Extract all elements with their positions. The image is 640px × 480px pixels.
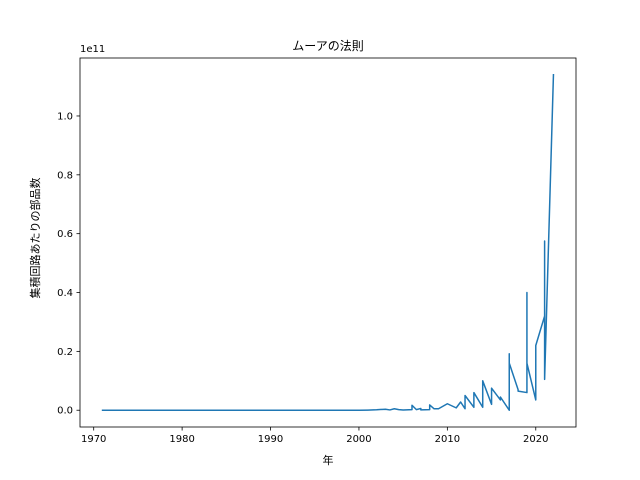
y-offset-label: 1e11 xyxy=(80,44,105,55)
x-tick-label-2010: 2010 xyxy=(435,434,460,445)
axes-frame xyxy=(79,57,577,428)
y-tick-label-0: 0.0 xyxy=(57,406,73,417)
x-tick-label-1990: 1990 xyxy=(258,434,283,445)
y-tick-label-2: 0.4 xyxy=(57,288,73,299)
chart-title: ムーアの法則 xyxy=(292,39,364,53)
y-tick-label-5: 1.0 xyxy=(57,111,73,122)
x-axis-label: 年 xyxy=(323,453,334,467)
x-tick-label-2000: 2000 xyxy=(346,434,371,445)
x-tick-label-1970: 1970 xyxy=(81,434,106,445)
x-tick-label-1980: 1980 xyxy=(169,434,194,445)
series-line-0 xyxy=(101,73,555,411)
plot-area: 1970 1980 1990 2000 2010 2020 0.0 0.2 0.4 0.6 0.8 1… xyxy=(57,57,577,445)
y-tick-label-4: 0.8 xyxy=(57,170,73,181)
y-tick-label-3: 0.6 xyxy=(57,229,73,240)
y-tick-label-1: 0.2 xyxy=(57,347,73,358)
y-axis-label: 集積回路あたりの部品数 xyxy=(28,178,42,299)
x-tick-label-2020: 2020 xyxy=(523,434,548,445)
